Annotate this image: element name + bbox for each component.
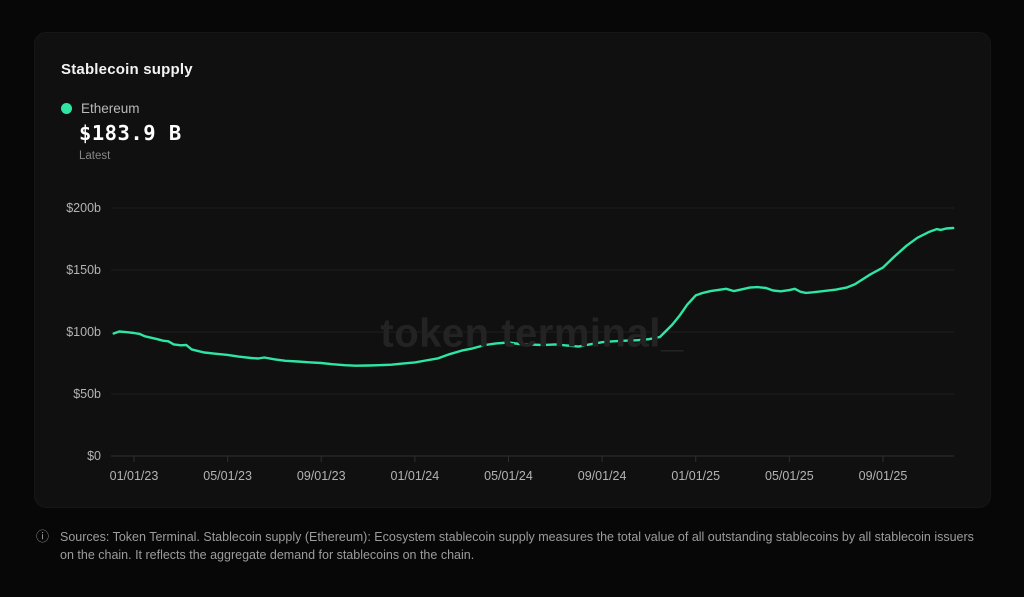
y-tick-label: $150b <box>66 263 101 277</box>
x-tick-label: 01/01/23 <box>110 469 159 483</box>
kpi-caption: Latest <box>79 150 111 162</box>
info-icon[interactable]: ⓘ <box>36 529 50 544</box>
legend-item-ethereum[interactable]: Ethereum <box>61 101 140 116</box>
x-tick-label: 05/01/25 <box>765 469 814 483</box>
x-tick-label: 09/01/25 <box>859 469 908 483</box>
legend-label: Ethereum <box>81 101 140 116</box>
x-tick-label: 01/01/24 <box>391 469 440 483</box>
series-line-ethereum[interactable] <box>112 226 955 367</box>
source-footer: ⓘ Sources: Token Terminal. Stablecoin su… <box>36 528 988 564</box>
y-tick-label: $100b <box>66 325 101 339</box>
x-tick-label: 05/01/23 <box>203 469 252 483</box>
x-tick-label: 01/01/25 <box>671 469 720 483</box>
y-tick-label: $50b <box>73 387 101 401</box>
x-tick-label: 09/01/24 <box>578 469 627 483</box>
y-tick-label: $0 <box>87 449 101 463</box>
source-note: Sources: Token Terminal. Stablecoin supp… <box>60 530 974 562</box>
chart-title: Stablecoin supply <box>61 61 193 78</box>
stablecoin-supply-card: Stablecoin supply Ethereum $183.9 B Late… <box>34 32 991 508</box>
series-dot-icon <box>61 103 72 114</box>
x-tick-label: 09/01/23 <box>297 469 346 483</box>
chart-area[interactable]: $0 $50b $100b $150b $200b 01/01/23 05/01/23 09/… <box>35 191 991 505</box>
y-tick-label: $200b <box>66 201 101 215</box>
chart-svg[interactable]: $0 $50b $100b $150b $200b 01/01/23 05/01/23 09/… <box>35 191 991 505</box>
kpi-latest-value: $183.9 B <box>79 121 182 145</box>
x-tick-label: 05/01/24 <box>484 469 533 483</box>
